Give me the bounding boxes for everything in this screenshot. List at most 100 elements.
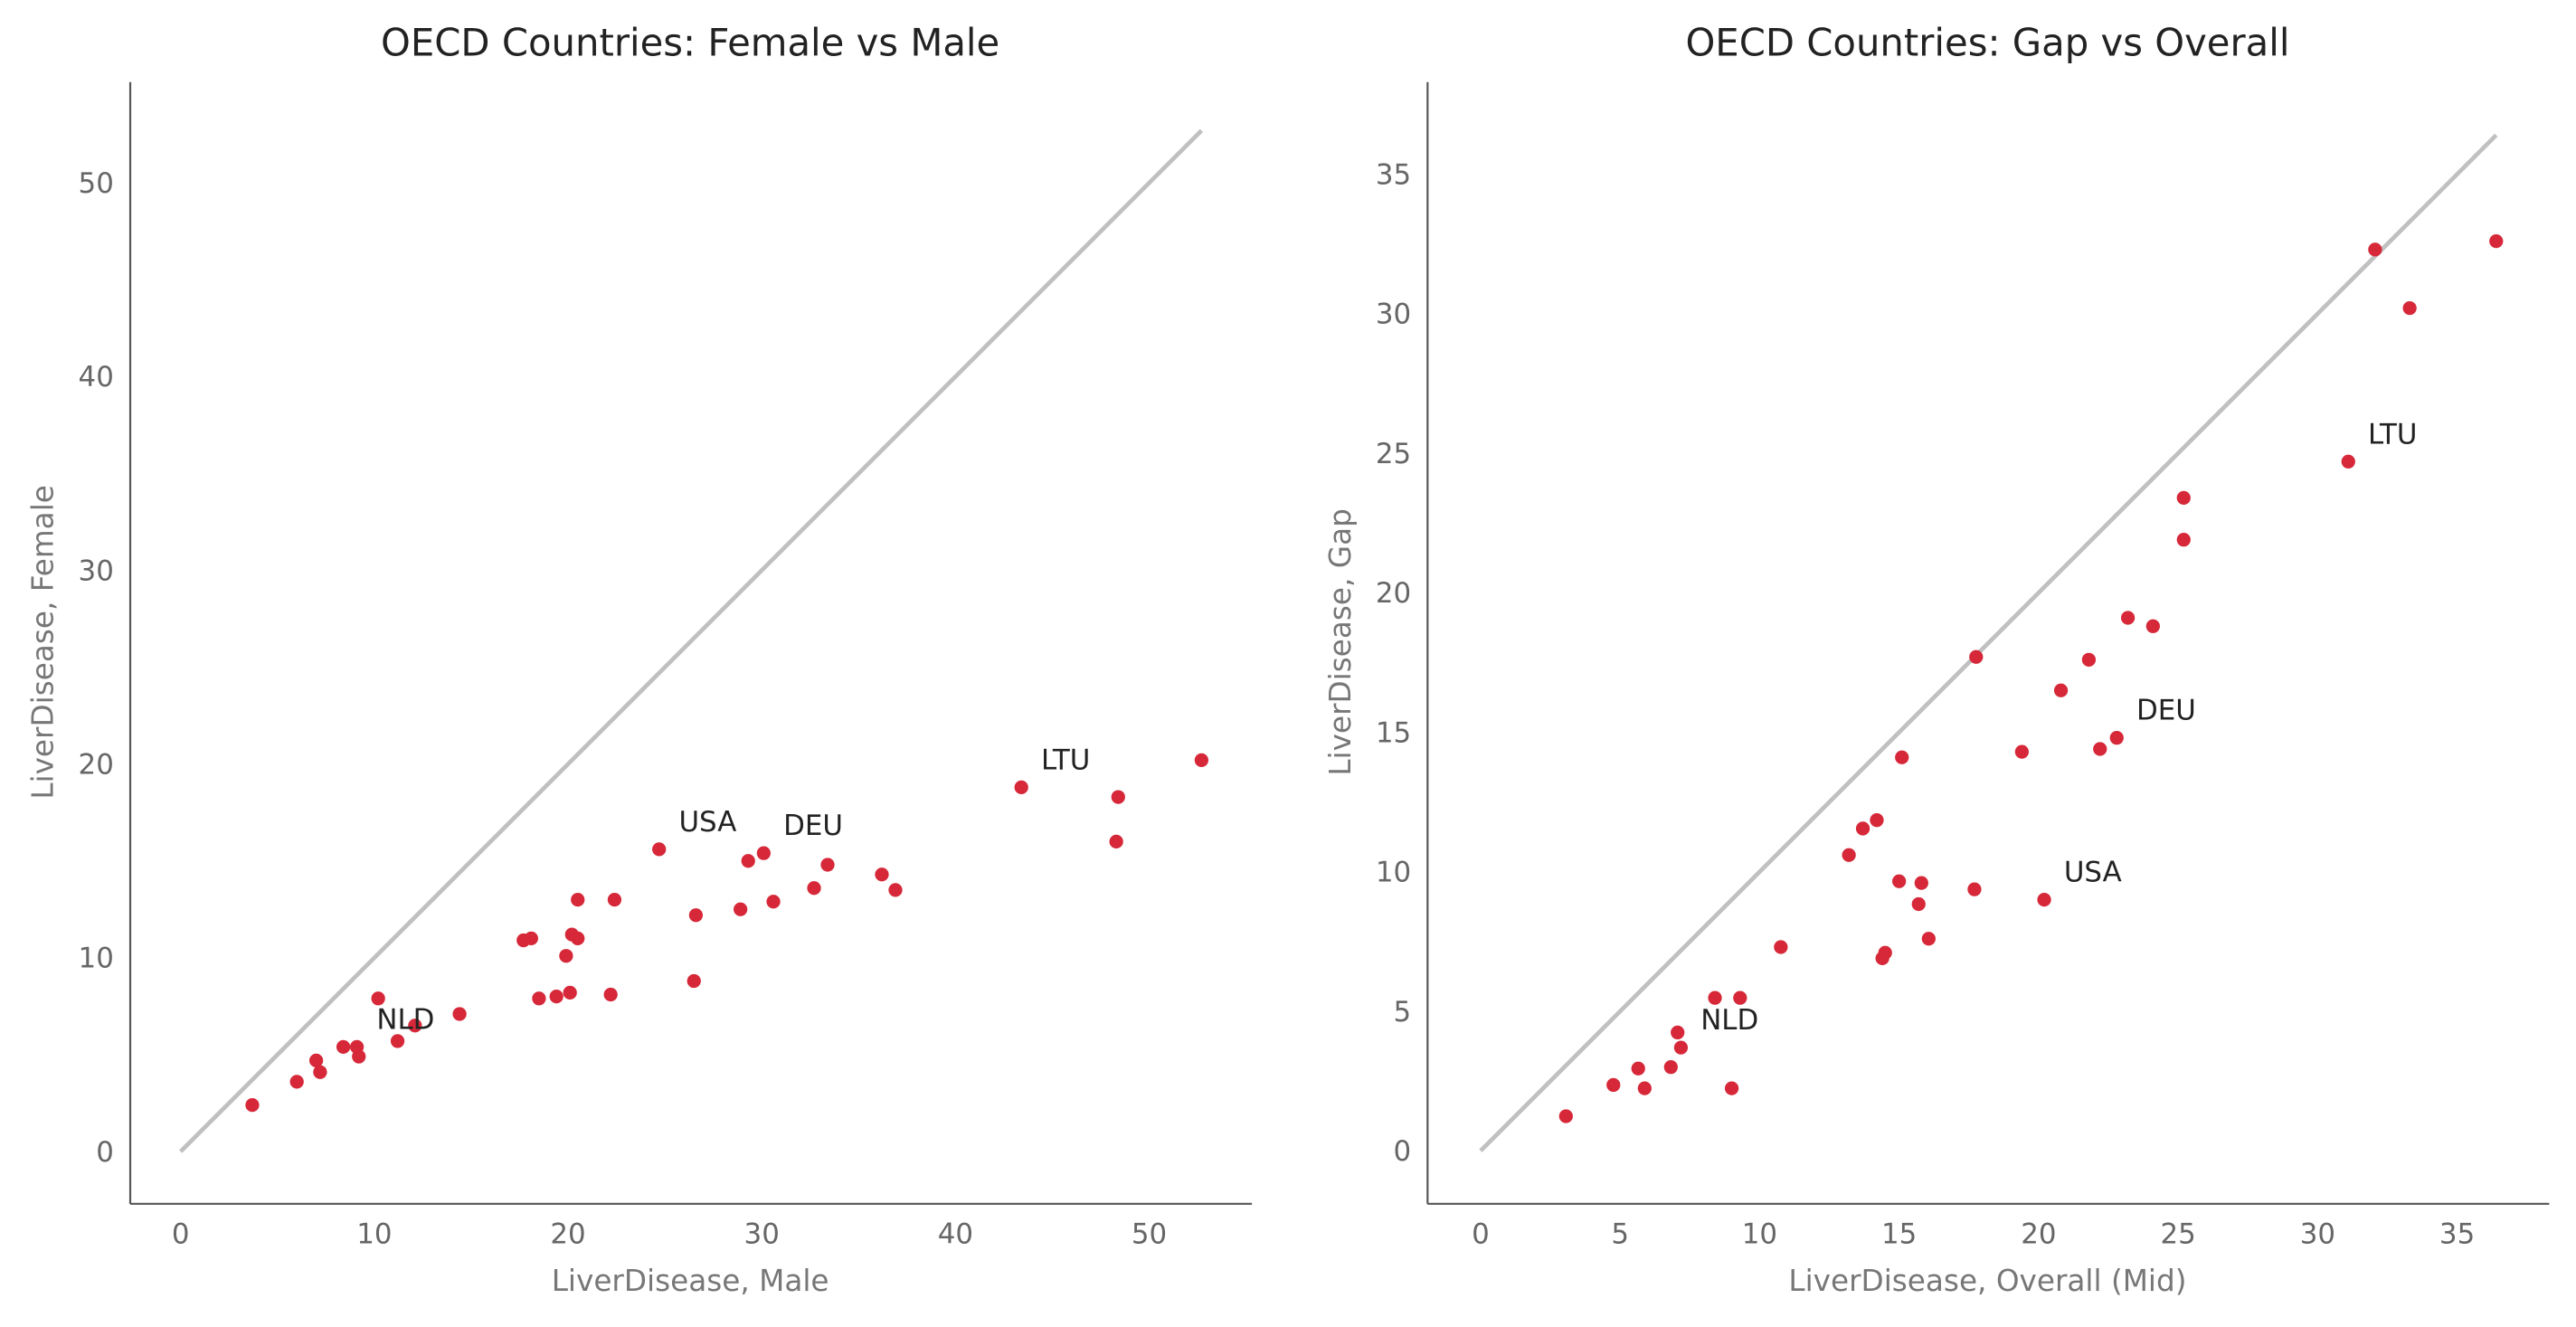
point-annotation: NLD [1700, 1004, 1758, 1037]
data-point [607, 892, 622, 907]
y-tick-label: 50 [79, 167, 114, 200]
x-tick-label: 10 [356, 1218, 392, 1250]
data-point [2081, 652, 2097, 667]
data-point [1921, 932, 1936, 946]
data-point [1606, 1077, 1621, 1093]
data-point [571, 892, 585, 907]
x-tick-label: 40 [938, 1218, 973, 1250]
data-point [820, 858, 835, 872]
data-point [807, 881, 821, 896]
data-point [563, 985, 577, 1000]
x-axis-label: LiverDisease, Male [552, 1264, 829, 1298]
y-tick-label: 10 [1376, 857, 1411, 889]
data-point [408, 1019, 422, 1033]
y-axis-label: LiverDisease, Female [26, 485, 61, 800]
identity-line [1479, 133, 2498, 1152]
chart-female-vs-male: OECD Countries: Female vs Male LiverDise… [26, 21, 1253, 1298]
data-point [2120, 611, 2136, 625]
data-point [371, 991, 385, 1006]
point-annotation: USA [2064, 857, 2122, 889]
x-tick-label: 0 [172, 1218, 190, 1250]
data-point [1914, 876, 1928, 890]
data-point [603, 987, 618, 1002]
data-point [1014, 780, 1028, 794]
data-point [875, 867, 889, 882]
x-tick-label: 50 [1132, 1218, 1167, 1250]
data-point [1631, 1061, 1645, 1076]
data-point [1109, 834, 1123, 848]
x-tick-label: 10 [1742, 1218, 1777, 1250]
data-point [549, 990, 564, 1004]
data-point [289, 1075, 304, 1089]
y-tick-label: 15 [1376, 716, 1411, 749]
data-point [2053, 683, 2069, 697]
y-tick-label: 35 [1376, 158, 1411, 191]
data-point [313, 1065, 327, 1079]
x-tick-label: 0 [1472, 1218, 1490, 1250]
data-point [2176, 490, 2191, 506]
data-point [245, 1097, 260, 1113]
data-point [2109, 731, 2124, 745]
chart-title: OECD Countries: Female vs Male [381, 21, 999, 65]
data-point [308, 1053, 324, 1067]
y-tick-label: 40 [79, 361, 114, 393]
y-tick-label: 10 [79, 943, 114, 975]
x-tick-label: 20 [550, 1218, 585, 1250]
data-point [688, 908, 704, 923]
data-point [1892, 874, 1907, 888]
y-tick-label: 5 [1394, 996, 1412, 1028]
y-tick-label: 20 [79, 749, 114, 782]
data-point [2368, 242, 2382, 257]
data-point [571, 931, 585, 946]
data-point [524, 931, 538, 946]
x-tick-label: 20 [2021, 1218, 2056, 1250]
x-tick-label: 5 [1611, 1218, 1629, 1250]
point-annotation: DEU [783, 810, 843, 842]
data-point [1637, 1081, 1652, 1095]
point-annotation: LTU [2368, 418, 2417, 450]
x-axis-label: LiverDisease, Overall (Mid) [1788, 1264, 2186, 1298]
y-tick-label: 25 [1376, 438, 1411, 470]
data-point [2014, 744, 2029, 759]
data-point [2145, 619, 2160, 633]
x-tick-label: 15 [1881, 1218, 1917, 1250]
data-point [1774, 940, 1788, 954]
y-tick-label: 30 [1376, 299, 1411, 331]
data-point [1663, 1060, 1678, 1075]
data-point [1708, 991, 1722, 1005]
y-axis-label: LiverDisease, Gap [1323, 508, 1358, 776]
data-point [888, 883, 903, 897]
y-tick-label: 0 [96, 1136, 114, 1169]
data-point [336, 1039, 351, 1054]
x-tick-label: 30 [2300, 1218, 2335, 1250]
data-point [1911, 896, 1926, 912]
point-annotation: LTU [1041, 744, 1090, 776]
data-point [1878, 945, 1892, 960]
data-point [390, 1034, 405, 1048]
data-point [1967, 882, 1982, 896]
data-point [652, 842, 667, 857]
data-point [1671, 1025, 1685, 1040]
y-tick-label: 20 [1376, 577, 1411, 610]
data-point [734, 902, 748, 916]
data-point [1855, 821, 1870, 836]
data-point [2341, 454, 2355, 469]
data-point [1111, 790, 1125, 804]
data-point [2402, 301, 2417, 316]
x-tick-label: 30 [744, 1218, 780, 1250]
data-point [741, 854, 755, 868]
identity-line [179, 128, 1204, 1153]
data-point [532, 991, 546, 1006]
data-point [2176, 533, 2191, 547]
point-annotation: USA [678, 806, 736, 839]
chart-title: OECD Countries: Gap vs Overall [1685, 21, 2289, 65]
data-point [1895, 750, 1909, 764]
data-point [2489, 233, 2504, 249]
data-point [1969, 649, 1984, 664]
data-point [352, 1049, 366, 1064]
data-point [766, 895, 781, 909]
y-tick-label: 30 [79, 554, 114, 587]
data-point [1558, 1109, 1573, 1123]
chart-gap-vs-overall: OECD Countries: Gap vs Overall LiverDise… [1323, 21, 2550, 1298]
point-annotation: NLD [376, 1003, 434, 1036]
